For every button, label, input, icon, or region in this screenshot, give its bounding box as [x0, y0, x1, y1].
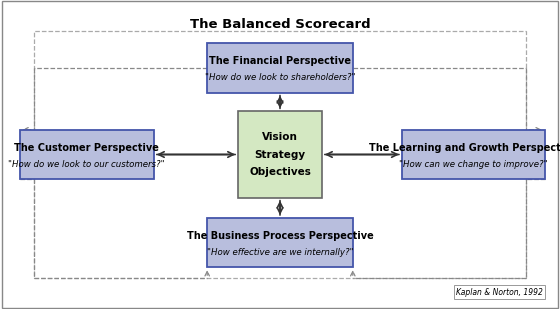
Text: Vision
Strategy
Objectives: Vision Strategy Objectives [249, 132, 311, 177]
FancyBboxPatch shape [238, 111, 322, 198]
Text: The Balanced Scorecard: The Balanced Scorecard [190, 18, 370, 31]
Text: "How can we change to improve?": "How can we change to improve?" [399, 160, 548, 169]
FancyBboxPatch shape [207, 218, 353, 267]
FancyBboxPatch shape [20, 130, 154, 179]
FancyBboxPatch shape [207, 43, 353, 93]
Text: The Customer Perspective: The Customer Perspective [15, 143, 159, 153]
Text: The Learning and Growth Perspective: The Learning and Growth Perspective [369, 143, 560, 153]
Text: The Business Process Perspective: The Business Process Perspective [186, 231, 374, 241]
Text: "How effective are we internally?": "How effective are we internally?" [207, 248, 353, 257]
Text: "How do we look to our customers?": "How do we look to our customers?" [8, 160, 165, 169]
Text: Kaplan & Norton, 1992: Kaplan & Norton, 1992 [456, 288, 543, 297]
FancyBboxPatch shape [402, 130, 544, 179]
Text: The Financial Perspective: The Financial Perspective [209, 56, 351, 66]
Text: "How do we look to shareholders?": "How do we look to shareholders?" [205, 73, 355, 83]
